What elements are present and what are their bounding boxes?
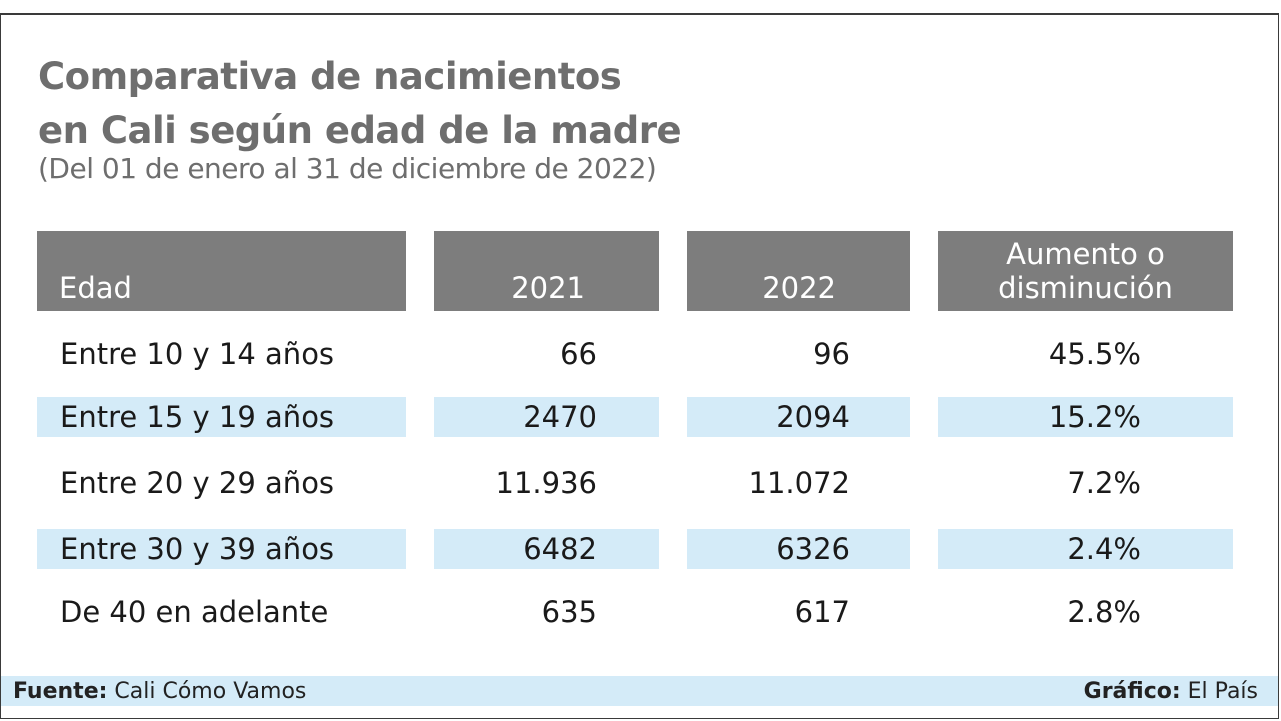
table-cell-2021: 635 [541, 595, 597, 629]
table-cell-2022: 11.072 [748, 466, 850, 500]
header-edad: Edad [37, 231, 406, 311]
row-band-2-2022 [687, 397, 910, 437]
footer-credit: Gráfico: El País [1084, 677, 1258, 707]
table-cell-edad: Entre 15 y 19 años [60, 400, 335, 434]
table-cell-cambio: 15.2% [1048, 400, 1141, 434]
row-band-4-2022 [687, 529, 910, 569]
row-band-4-cambio [938, 529, 1233, 569]
header-edad-label: Edad [59, 271, 132, 305]
header-2022-label: 2022 [762, 271, 836, 305]
credit-label: Gráfico: [1083, 679, 1181, 704]
table-cell-2022: 6326 [776, 532, 850, 566]
source-label: Fuente: [13, 679, 108, 704]
header-2022: 2022 [687, 231, 910, 311]
header-cambio: Aumento o disminución [938, 231, 1233, 311]
row-band-2-edad [37, 397, 406, 437]
row-band-4-edad [37, 529, 406, 569]
source-value: Cali Cómo Vamos [114, 679, 307, 704]
chart-frame [0, 13, 1279, 719]
table-cell-cambio: 7.2% [1067, 466, 1141, 500]
chart-subtitle: (Del 01 de enero al 31 de diciembre de 2… [38, 152, 657, 185]
table-cell-cambio: 2.4% [1067, 532, 1141, 566]
table-cell-2021: 11.936 [495, 466, 597, 500]
table-cell-cambio: 2.8% [1067, 595, 1141, 629]
table-cell-cambio: 45.5% [1048, 337, 1141, 371]
table-cell-edad: Entre 10 y 14 años [60, 337, 335, 371]
table-cell-2021: 66 [560, 337, 597, 371]
credit-value: El País [1187, 679, 1258, 704]
table-cell-edad: De 40 en adelante [60, 595, 329, 629]
row-band-4-2021 [434, 529, 659, 569]
table-cell-2021: 6482 [523, 532, 597, 566]
table-cell-2022: 2094 [776, 400, 850, 434]
header-cambio-label: Aumento o disminución [938, 237, 1233, 305]
table-cell-2022: 617 [794, 595, 850, 629]
chart-title: Comparativa de nacimientos en Cali según… [38, 50, 682, 158]
header-cambio-line-2: disminución [998, 271, 1173, 305]
table-cell-2022: 96 [813, 337, 850, 371]
table-cell-2021: 2470 [523, 400, 597, 434]
title-line-1: Comparativa de nacimientos [38, 55, 622, 98]
title-line-2: en Cali según edad de la madre [38, 109, 682, 152]
footer-bar: Fuente: Cali Cómo Vamos Gráfico: El País [1, 676, 1278, 706]
row-band-2-cambio [938, 397, 1233, 437]
table-cell-edad: Entre 20 y 29 años [60, 466, 335, 500]
table-cell-edad: Entre 30 y 39 años [60, 532, 335, 566]
header-cambio-line-1: Aumento o [1006, 237, 1165, 271]
header-2021: 2021 [434, 231, 659, 311]
footer-source: Fuente: Cali Cómo Vamos [13, 677, 306, 707]
row-band-2-2021 [434, 397, 659, 437]
header-2021-label: 2021 [511, 271, 585, 305]
